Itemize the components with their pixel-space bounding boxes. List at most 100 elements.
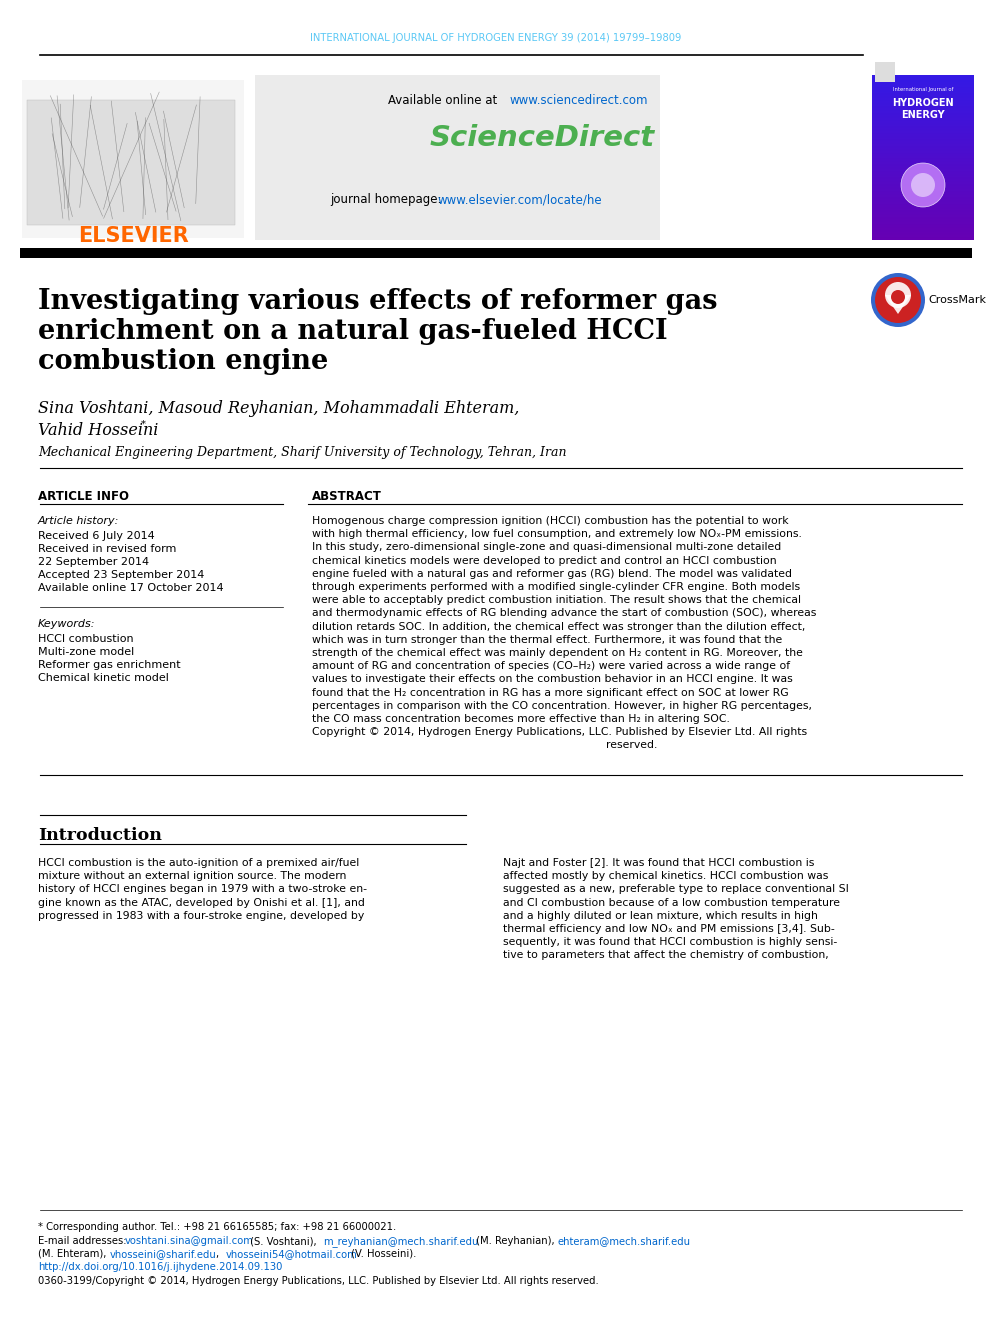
FancyBboxPatch shape bbox=[872, 111, 974, 112]
FancyBboxPatch shape bbox=[872, 122, 974, 123]
FancyBboxPatch shape bbox=[872, 99, 974, 102]
Text: engine fueled with a natural gas and reformer gas (RG) blend. The model was vali: engine fueled with a natural gas and ref… bbox=[312, 569, 792, 578]
FancyBboxPatch shape bbox=[872, 93, 974, 95]
FancyBboxPatch shape bbox=[872, 78, 974, 79]
FancyBboxPatch shape bbox=[872, 112, 974, 115]
FancyBboxPatch shape bbox=[872, 164, 974, 165]
FancyBboxPatch shape bbox=[20, 247, 972, 258]
Text: gine known as the ATAC, developed by Onishi et al. [1], and: gine known as the ATAC, developed by Oni… bbox=[38, 897, 365, 908]
FancyBboxPatch shape bbox=[872, 175, 974, 176]
Text: HCCI combustion: HCCI combustion bbox=[38, 634, 134, 644]
FancyBboxPatch shape bbox=[872, 212, 974, 213]
FancyBboxPatch shape bbox=[872, 156, 974, 157]
FancyBboxPatch shape bbox=[872, 222, 974, 224]
FancyBboxPatch shape bbox=[872, 90, 974, 91]
FancyBboxPatch shape bbox=[872, 217, 974, 218]
FancyBboxPatch shape bbox=[872, 197, 974, 198]
FancyBboxPatch shape bbox=[872, 224, 974, 225]
Text: ENERGY: ENERGY bbox=[901, 110, 944, 120]
FancyBboxPatch shape bbox=[872, 95, 974, 97]
FancyBboxPatch shape bbox=[872, 119, 974, 122]
FancyBboxPatch shape bbox=[872, 75, 974, 239]
FancyBboxPatch shape bbox=[872, 152, 974, 155]
FancyBboxPatch shape bbox=[872, 105, 974, 106]
Circle shape bbox=[885, 282, 911, 308]
FancyBboxPatch shape bbox=[872, 210, 974, 212]
Text: combustion engine: combustion engine bbox=[38, 348, 328, 374]
FancyBboxPatch shape bbox=[872, 179, 974, 181]
Text: and a highly diluted or lean mixture, which results in high: and a highly diluted or lean mixture, wh… bbox=[503, 910, 817, 921]
FancyBboxPatch shape bbox=[872, 155, 974, 156]
FancyBboxPatch shape bbox=[872, 91, 974, 93]
FancyBboxPatch shape bbox=[872, 209, 974, 210]
FancyBboxPatch shape bbox=[872, 232, 974, 233]
FancyBboxPatch shape bbox=[872, 77, 974, 78]
FancyBboxPatch shape bbox=[872, 115, 974, 116]
Text: mixture without an external ignition source. The modern: mixture without an external ignition sou… bbox=[38, 872, 346, 881]
FancyBboxPatch shape bbox=[872, 218, 974, 220]
Text: Sina Voshtani, Masoud Reyhanian, Mohammadali Ehteram,: Sina Voshtani, Masoud Reyhanian, Mohamma… bbox=[38, 400, 520, 417]
Text: ,: , bbox=[216, 1249, 222, 1259]
FancyBboxPatch shape bbox=[872, 142, 974, 143]
Text: INTERNATIONAL JOURNAL OF HYDROGEN ENERGY 39 (2014) 19799–19809: INTERNATIONAL JOURNAL OF HYDROGEN ENERGY… bbox=[310, 33, 682, 44]
Circle shape bbox=[901, 163, 945, 206]
Text: E-mail addresses:: E-mail addresses: bbox=[38, 1236, 130, 1246]
FancyBboxPatch shape bbox=[872, 229, 974, 230]
FancyBboxPatch shape bbox=[872, 176, 974, 177]
FancyBboxPatch shape bbox=[872, 235, 974, 237]
FancyBboxPatch shape bbox=[872, 131, 974, 132]
FancyBboxPatch shape bbox=[872, 205, 974, 206]
Text: journal homepage:: journal homepage: bbox=[330, 193, 445, 206]
Text: found that the H₂ concentration in RG has a more significant effect on SOC at lo: found that the H₂ concentration in RG ha… bbox=[312, 688, 789, 697]
Text: Najt and Foster [2]. It was found that HCCI combustion is: Najt and Foster [2]. It was found that H… bbox=[503, 859, 814, 868]
FancyBboxPatch shape bbox=[872, 102, 974, 103]
FancyBboxPatch shape bbox=[872, 110, 974, 111]
FancyBboxPatch shape bbox=[872, 177, 974, 179]
Text: ELSEVIER: ELSEVIER bbox=[77, 226, 188, 246]
FancyBboxPatch shape bbox=[872, 97, 974, 98]
FancyBboxPatch shape bbox=[872, 187, 974, 189]
FancyBboxPatch shape bbox=[872, 157, 974, 159]
Text: amount of RG and concentration of species (CO–H₂) were varied across a wide rang: amount of RG and concentration of specie… bbox=[312, 662, 790, 671]
FancyBboxPatch shape bbox=[872, 206, 974, 209]
FancyBboxPatch shape bbox=[872, 181, 974, 183]
Circle shape bbox=[891, 290, 905, 304]
FancyBboxPatch shape bbox=[872, 185, 974, 187]
Text: In this study, zero-dimensional single-zone and quasi-dimensional multi-zone det: In this study, zero-dimensional single-z… bbox=[312, 542, 782, 553]
Text: percentages in comparison with the CO concentration. However, in higher RG perce: percentages in comparison with the CO co… bbox=[312, 701, 812, 710]
FancyBboxPatch shape bbox=[872, 136, 974, 138]
Text: history of HCCI engines began in 1979 with a two-stroke en-: history of HCCI engines began in 1979 wi… bbox=[38, 884, 367, 894]
Text: vhosseini54@hotmail.com: vhosseini54@hotmail.com bbox=[226, 1249, 358, 1259]
Text: strength of the chemical effect was mainly dependent on H₂ content in RG. Moreov: strength of the chemical effect was main… bbox=[312, 648, 803, 658]
FancyBboxPatch shape bbox=[872, 183, 974, 184]
FancyBboxPatch shape bbox=[872, 106, 974, 108]
FancyBboxPatch shape bbox=[872, 159, 974, 161]
Text: were able to acceptably predict combustion initiation. The result shows that the: were able to acceptably predict combusti… bbox=[312, 595, 801, 605]
FancyBboxPatch shape bbox=[872, 146, 974, 148]
Text: ARTICLE INFO: ARTICLE INFO bbox=[38, 490, 129, 503]
FancyBboxPatch shape bbox=[872, 184, 974, 185]
Text: ehteram@mech.sharif.edu: ehteram@mech.sharif.edu bbox=[558, 1236, 691, 1246]
Text: Received 6 July 2014: Received 6 July 2014 bbox=[38, 531, 155, 541]
FancyBboxPatch shape bbox=[872, 238, 974, 239]
Text: values to investigate their effects on the combustion behavior in an HCCI engine: values to investigate their effects on t… bbox=[312, 675, 793, 684]
FancyBboxPatch shape bbox=[872, 118, 974, 119]
FancyBboxPatch shape bbox=[872, 168, 974, 169]
Text: enrichment on a natural gas-fueled HCCI: enrichment on a natural gas-fueled HCCI bbox=[38, 318, 668, 345]
Text: Received in revised form: Received in revised form bbox=[38, 544, 177, 554]
Text: www.elsevier.com/locate/he: www.elsevier.com/locate/he bbox=[438, 193, 602, 206]
Text: Mechanical Engineering Department, Sharif University of Technology, Tehran, Iran: Mechanical Engineering Department, Shari… bbox=[38, 446, 566, 459]
Text: sequently, it was found that HCCI combustion is highly sensi-: sequently, it was found that HCCI combus… bbox=[503, 937, 837, 947]
Text: http://dx.doi.org/10.1016/j.ijhydene.2014.09.130: http://dx.doi.org/10.1016/j.ijhydene.201… bbox=[38, 1262, 283, 1271]
FancyBboxPatch shape bbox=[872, 216, 974, 217]
Text: Vahid Hosseini: Vahid Hosseini bbox=[38, 422, 159, 439]
FancyBboxPatch shape bbox=[872, 138, 974, 139]
Text: HCCI combustion is the auto-ignition of a premixed air/fuel: HCCI combustion is the auto-ignition of … bbox=[38, 859, 359, 868]
FancyBboxPatch shape bbox=[872, 191, 974, 192]
FancyBboxPatch shape bbox=[872, 198, 974, 200]
Text: Keywords:: Keywords: bbox=[38, 619, 95, 628]
Text: Chemical kinetic model: Chemical kinetic model bbox=[38, 673, 169, 683]
Text: Available online 17 October 2014: Available online 17 October 2014 bbox=[38, 583, 223, 593]
Text: thermal efficiency and low NOₓ and PM emissions [3,4]. Sub-: thermal efficiency and low NOₓ and PM em… bbox=[503, 923, 834, 934]
Text: ABSTRACT: ABSTRACT bbox=[312, 490, 382, 503]
